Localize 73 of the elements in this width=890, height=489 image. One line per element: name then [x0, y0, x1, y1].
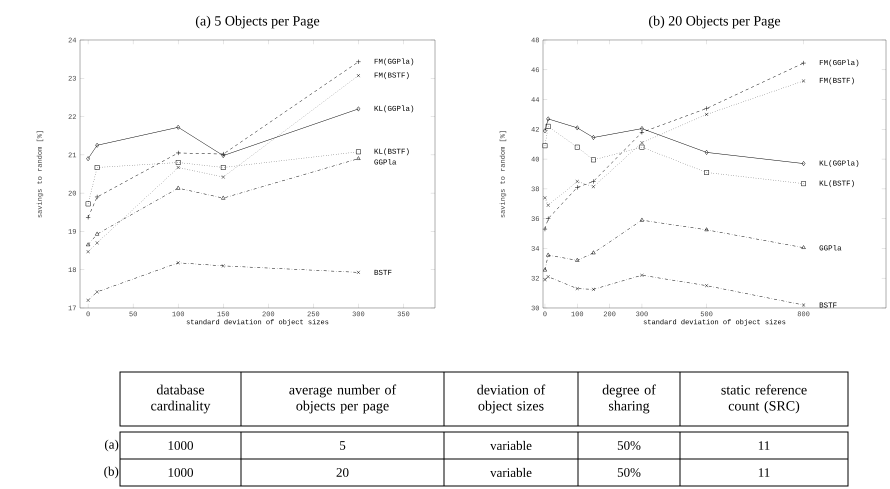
point [704, 150, 708, 155]
point [176, 186, 180, 190]
text: database cardinality [151, 384, 210, 414]
point [546, 116, 550, 122]
point [356, 149, 361, 154]
text: degree of sharing [602, 384, 656, 414]
point [356, 270, 360, 274]
text: variable [490, 440, 532, 450]
point [356, 156, 361, 160]
point [592, 288, 596, 292]
text: 11 [758, 441, 770, 450]
point [801, 245, 806, 250]
text: 50% [618, 468, 640, 477]
text: 1000 [168, 441, 194, 450]
point [94, 232, 100, 236]
chart-title: (a) 5 Objects per Page [196, 16, 320, 28]
point [640, 126, 644, 132]
point [542, 143, 548, 148]
point [592, 135, 596, 140]
point [220, 165, 226, 170]
point [86, 298, 90, 302]
point [86, 242, 90, 246]
point [176, 160, 181, 165]
point [639, 144, 644, 150]
point [640, 140, 644, 145]
text: average number of objects per page [289, 384, 396, 414]
point [95, 241, 99, 245]
text: 11 [758, 468, 770, 477]
point [95, 290, 99, 294]
point [546, 274, 550, 279]
text: 5 [340, 441, 346, 450]
point [704, 284, 708, 288]
point [704, 227, 709, 232]
point [221, 196, 226, 200]
point [542, 268, 548, 272]
point [802, 303, 806, 307]
point [543, 278, 547, 282]
point [543, 196, 547, 200]
point [86, 201, 91, 206]
point [591, 250, 596, 254]
text: (b) [104, 466, 118, 478]
point [176, 124, 180, 130]
text: 1000 [168, 468, 194, 477]
point [801, 181, 806, 186]
point [640, 218, 644, 222]
point [176, 261, 180, 265]
point [176, 166, 180, 170]
text: static reference count (SRC) [721, 384, 807, 414]
point [86, 250, 90, 254]
point [590, 157, 596, 162]
point [704, 112, 708, 116]
point [575, 125, 580, 130]
text: 50% [618, 441, 640, 450]
text: deviation of object sizes [477, 384, 546, 414]
point [546, 252, 550, 256]
chart-title: (b) 20 Objects per Page [649, 16, 780, 28]
point [575, 286, 580, 290]
text: variable [490, 468, 532, 478]
point [704, 170, 710, 175]
point [575, 258, 580, 262]
point [575, 180, 580, 184]
text: (a) [104, 440, 118, 452]
point [592, 184, 596, 188]
point [356, 74, 360, 78]
point [640, 273, 644, 278]
point [94, 165, 100, 170]
text: 20 [336, 468, 349, 477]
point [546, 203, 550, 208]
point [221, 264, 226, 268]
point [95, 142, 100, 148]
point [802, 79, 806, 83]
point [221, 175, 226, 179]
point [574, 144, 580, 150]
